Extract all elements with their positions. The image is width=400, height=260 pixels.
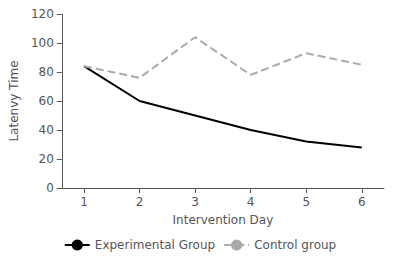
- svg-text:5: 5: [302, 195, 310, 209]
- svg-text:60: 60: [39, 94, 54, 108]
- svg-text:1: 1: [80, 195, 88, 209]
- svg-text:4: 4: [247, 195, 255, 209]
- svg-text:0: 0: [46, 181, 54, 195]
- svg-text:3: 3: [191, 195, 199, 209]
- svg-text:80: 80: [39, 65, 54, 79]
- svg-text:120: 120: [31, 7, 54, 21]
- svg-text:100: 100: [31, 36, 54, 50]
- svg-text:40: 40: [39, 123, 54, 137]
- svg-text:Latenvy Time: Latenvy Time: [7, 60, 21, 141]
- svg-text:6: 6: [358, 195, 366, 209]
- svg-text:Experimental Group: Experimental Group: [95, 238, 215, 252]
- svg-text:Intervention Day: Intervention Day: [173, 213, 274, 227]
- svg-text:2: 2: [136, 195, 144, 209]
- svg-text:Control group: Control group: [254, 238, 336, 252]
- svg-text:20: 20: [39, 152, 54, 166]
